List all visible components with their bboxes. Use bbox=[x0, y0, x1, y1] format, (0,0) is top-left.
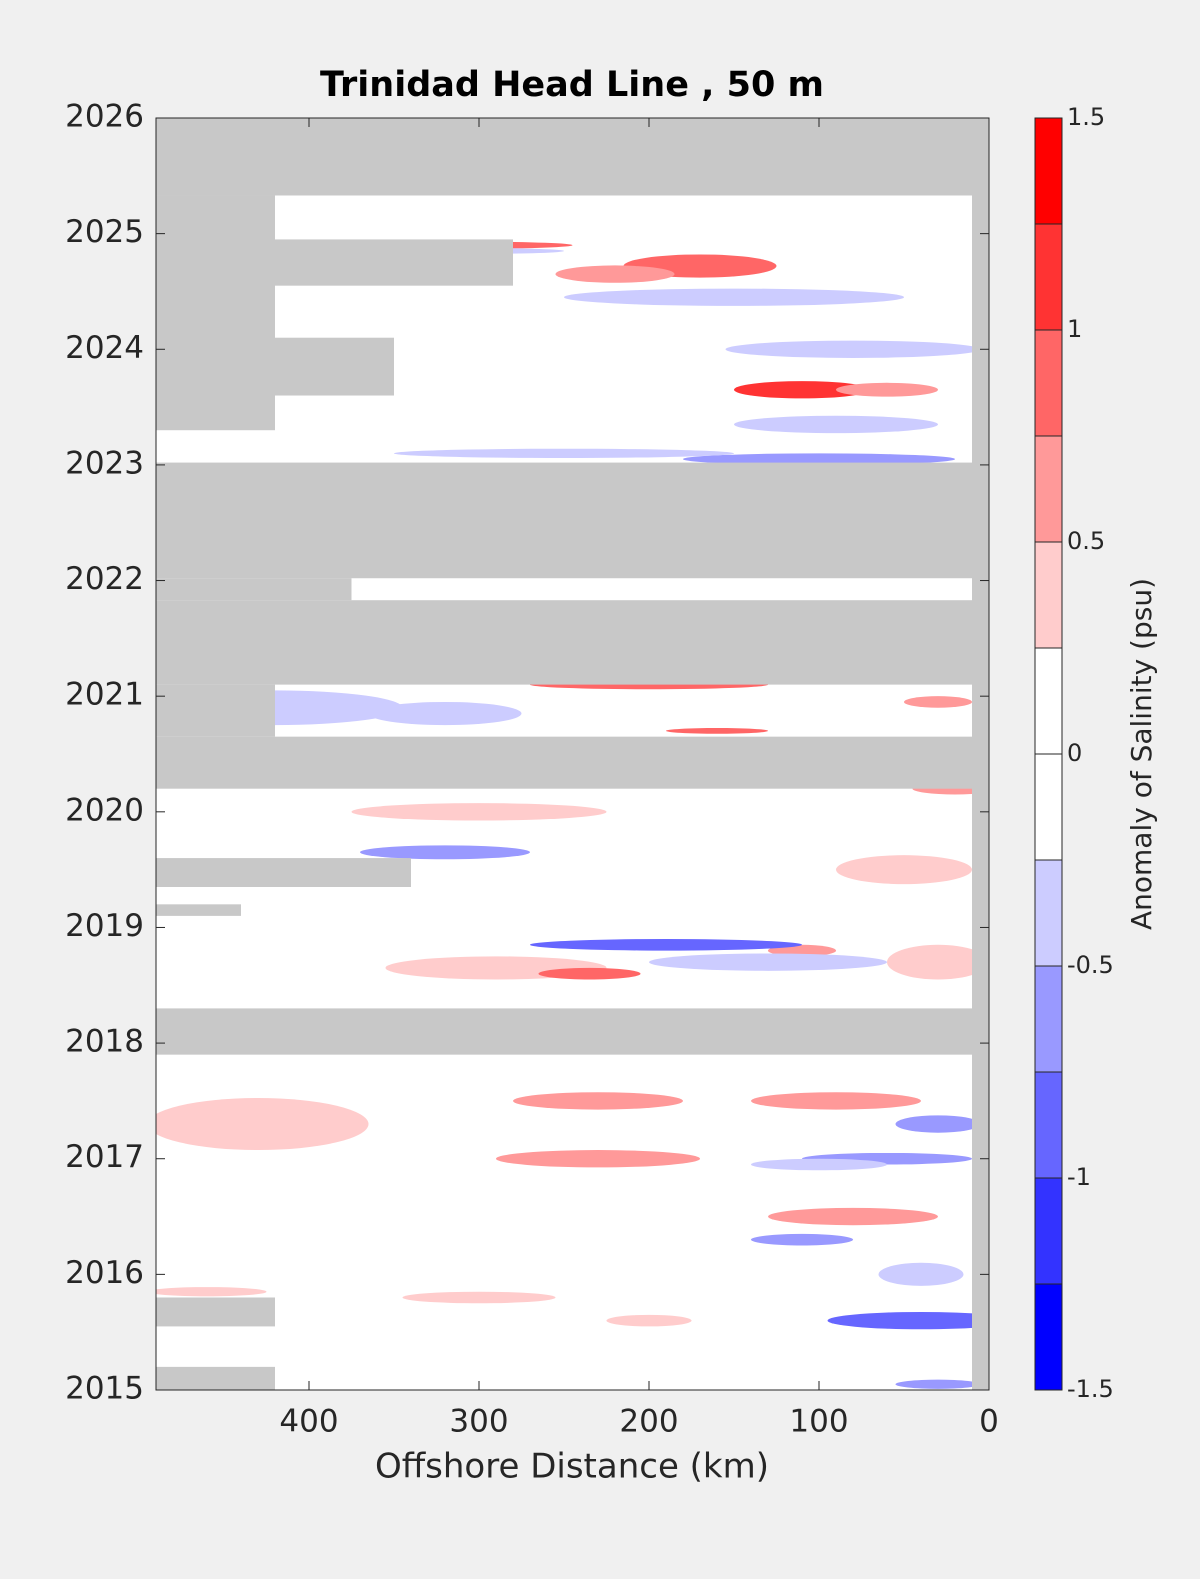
anomaly-patch bbox=[530, 939, 802, 951]
colorbar-segment bbox=[1035, 754, 1062, 860]
no-data-region bbox=[156, 1297, 275, 1327]
anomaly-patch bbox=[156, 1098, 369, 1151]
x-tick-label: 300 bbox=[449, 1404, 508, 1440]
no-data-region bbox=[156, 1366, 275, 1390]
y-tick-label: 2021 bbox=[65, 677, 144, 713]
anomaly-patch bbox=[895, 1115, 981, 1133]
anomaly-patch bbox=[402, 1291, 556, 1304]
y-tick-label: 2019 bbox=[65, 908, 144, 944]
colorbar-segment bbox=[1035, 860, 1062, 966]
colorbar-tick-label: 0.5 bbox=[1067, 527, 1105, 555]
anomaly-patch bbox=[734, 415, 938, 434]
anomaly-patch bbox=[836, 382, 938, 397]
plot-frame bbox=[155, 117, 990, 1391]
colorbar-tick-label: 1.5 bbox=[1067, 103, 1105, 131]
colorbar-segment bbox=[1035, 1072, 1062, 1178]
anomaly-patch bbox=[496, 1150, 700, 1168]
no-data-region bbox=[156, 578, 352, 601]
anomaly-patch bbox=[368, 701, 522, 726]
anomaly-patch bbox=[538, 967, 641, 980]
anomaly-patch bbox=[751, 1233, 853, 1246]
x-tick-label: 200 bbox=[619, 1404, 678, 1440]
colorbar-segment bbox=[1035, 542, 1062, 648]
anomaly-patch bbox=[649, 953, 887, 971]
anomaly-patch bbox=[606, 1314, 692, 1327]
y-tick-label: 2026 bbox=[65, 99, 144, 135]
anomaly-patch bbox=[895, 1379, 981, 1389]
anomaly-patch bbox=[734, 381, 870, 399]
y-tick-label: 2024 bbox=[65, 330, 144, 366]
colorbar-label: Anomaly of Salinity (psu) bbox=[1125, 578, 1158, 930]
y-tick-label: 2022 bbox=[65, 561, 144, 597]
y-tick-label: 2016 bbox=[65, 1255, 144, 1291]
colorbar-tick-label: 1 bbox=[1067, 315, 1082, 343]
y-tick-label: 2017 bbox=[65, 1139, 144, 1175]
anomaly-patch bbox=[887, 944, 989, 980]
anomaly-patch bbox=[156, 1287, 267, 1297]
no-data-region bbox=[156, 904, 241, 916]
colorbar-tick-label: -0.5 bbox=[1067, 951, 1114, 979]
colorbar-frame bbox=[1034, 117, 1063, 1391]
x-tick-label: 0 bbox=[979, 1404, 999, 1440]
y-tick-label: 2025 bbox=[65, 214, 144, 250]
colorbar-segment bbox=[1035, 1178, 1062, 1284]
anomaly-patch bbox=[836, 855, 972, 885]
anomaly-patch bbox=[351, 803, 607, 821]
no-data-region bbox=[972, 118, 989, 1390]
anomaly-patch bbox=[666, 727, 768, 734]
no-data-region bbox=[156, 462, 989, 579]
x-axis-label: Offshore Distance (km) bbox=[375, 1447, 769, 1487]
no-data-region bbox=[156, 736, 989, 789]
chart-title: Trinidad Head Line , 50 m bbox=[320, 65, 824, 105]
anomaly-patch bbox=[513, 1092, 683, 1110]
y-tick-label: 2018 bbox=[65, 1024, 144, 1060]
anomaly-patch bbox=[768, 1207, 938, 1226]
anomaly-patch bbox=[683, 453, 955, 465]
anomaly-patch bbox=[360, 845, 530, 860]
anomaly-patch bbox=[827, 1311, 989, 1330]
x-tick-label: 100 bbox=[789, 1404, 848, 1440]
colorbar-segment bbox=[1035, 118, 1062, 224]
x-tick-label: 400 bbox=[279, 1404, 338, 1440]
y-tick-label: 2015 bbox=[65, 1371, 144, 1407]
anomaly-patch bbox=[564, 288, 904, 306]
anomaly-patch bbox=[768, 944, 836, 957]
y-tick-label: 2020 bbox=[65, 792, 144, 828]
no-data-region bbox=[156, 600, 989, 685]
no-data-region bbox=[156, 118, 989, 196]
colorbar-segment bbox=[1035, 966, 1062, 1072]
no-data-region bbox=[156, 239, 513, 286]
anomaly-patch bbox=[751, 1092, 921, 1110]
field bbox=[156, 118, 989, 1390]
colorbar-tick-label: -1.5 bbox=[1067, 1375, 1114, 1403]
no-data-region bbox=[156, 1008, 989, 1055]
anomaly-patch bbox=[555, 265, 675, 283]
colorbar-segment bbox=[1035, 1284, 1062, 1390]
colorbar-segment bbox=[1035, 648, 1062, 754]
anomaly-patch bbox=[725, 340, 981, 358]
colorbar-segment bbox=[1035, 436, 1062, 542]
anomaly-patch bbox=[904, 696, 972, 708]
anomaly-patch bbox=[394, 448, 734, 458]
axes: 400 300 200 100 0 2015 2016 2017 2018 2019 2020 202… bbox=[65, 99, 1114, 1440]
no-data-region bbox=[156, 337, 394, 396]
colorbar-segment bbox=[1035, 224, 1062, 330]
no-data-region bbox=[156, 684, 275, 737]
anomaly-patch bbox=[878, 1262, 964, 1286]
colorbar-tick-label: -1 bbox=[1067, 1163, 1091, 1191]
colorbar-tick-label: 0 bbox=[1067, 739, 1082, 767]
y-tick-label: 2023 bbox=[65, 445, 144, 481]
no-data-region bbox=[156, 858, 411, 887]
anomaly-patch bbox=[751, 1158, 887, 1171]
colorbar-segment bbox=[1035, 330, 1062, 436]
